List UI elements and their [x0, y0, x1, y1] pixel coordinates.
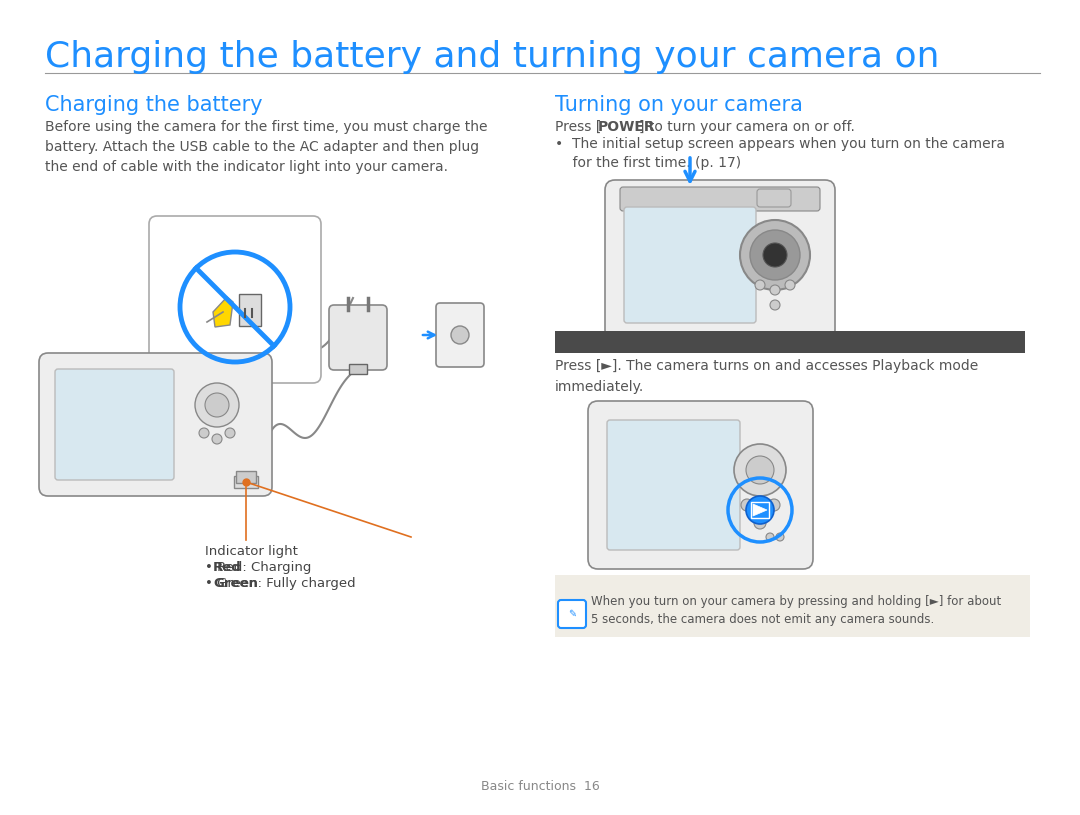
FancyBboxPatch shape	[605, 180, 835, 340]
FancyBboxPatch shape	[620, 187, 820, 211]
Polygon shape	[753, 504, 767, 516]
FancyBboxPatch shape	[757, 189, 791, 207]
Circle shape	[762, 243, 787, 267]
Text: Basic functions  16: Basic functions 16	[481, 780, 599, 793]
Text: Turning on your camera: Turning on your camera	[555, 95, 802, 115]
Circle shape	[770, 285, 780, 295]
Text: • ​Red​: Charging: • ​Red​: Charging	[205, 561, 311, 574]
Circle shape	[785, 280, 795, 290]
FancyBboxPatch shape	[149, 216, 321, 383]
Text: •  The initial setup screen appears when you turn on the camera
    for the firs: • The initial setup screen appears when …	[555, 137, 1005, 170]
Text: Charging the battery: Charging the battery	[45, 95, 262, 115]
FancyBboxPatch shape	[237, 471, 256, 483]
Circle shape	[199, 428, 210, 438]
Text: Turning on your camera in Playback mode: Turning on your camera in Playback mode	[563, 335, 892, 349]
Circle shape	[205, 393, 229, 417]
FancyBboxPatch shape	[329, 305, 387, 370]
Circle shape	[212, 434, 222, 444]
Text: Indicator light: Indicator light	[205, 545, 298, 558]
Polygon shape	[213, 297, 233, 327]
Circle shape	[750, 230, 800, 280]
Text: Before using the camera for the first time, you must charge the
battery. Attach : Before using the camera for the first ti…	[45, 120, 487, 174]
Text: Press [►]. The camera turns on and accesses Playback mode
immediately.: Press [►]. The camera turns on and acces…	[555, 359, 978, 394]
FancyBboxPatch shape	[555, 331, 1025, 353]
Circle shape	[770, 300, 780, 310]
FancyBboxPatch shape	[349, 364, 367, 374]
FancyBboxPatch shape	[239, 294, 261, 326]
Circle shape	[766, 533, 774, 541]
Circle shape	[754, 504, 766, 516]
Text: When you turn on your camera by pressing and holding [►] for about
5 seconds, th: When you turn on your camera by pressing…	[591, 595, 1001, 626]
Text: Red: Red	[213, 561, 242, 574]
FancyBboxPatch shape	[607, 420, 740, 550]
Circle shape	[195, 383, 239, 427]
Circle shape	[740, 220, 810, 290]
Text: Charging the battery and turning your camera on: Charging the battery and turning your ca…	[45, 40, 940, 74]
Circle shape	[734, 444, 786, 496]
Circle shape	[768, 499, 780, 511]
Circle shape	[746, 456, 774, 484]
Text: ] to turn your camera on or off.: ] to turn your camera on or off.	[639, 120, 855, 134]
Circle shape	[746, 496, 774, 524]
FancyBboxPatch shape	[55, 369, 174, 480]
Text: Green: Green	[213, 577, 258, 590]
FancyBboxPatch shape	[558, 600, 586, 628]
FancyBboxPatch shape	[624, 207, 756, 323]
FancyBboxPatch shape	[39, 353, 272, 496]
FancyBboxPatch shape	[588, 401, 813, 569]
FancyBboxPatch shape	[436, 303, 484, 367]
Circle shape	[754, 517, 766, 529]
Circle shape	[755, 280, 765, 290]
Circle shape	[741, 499, 753, 511]
Text: Press [: Press [	[555, 120, 602, 134]
Text: POWER: POWER	[598, 120, 656, 134]
Circle shape	[451, 326, 469, 344]
FancyBboxPatch shape	[555, 575, 1030, 637]
Text: ✎: ✎	[568, 609, 576, 619]
Text: • ​Green​: Fully charged: • ​Green​: Fully charged	[205, 577, 355, 590]
FancyBboxPatch shape	[234, 476, 258, 488]
Circle shape	[225, 428, 235, 438]
Circle shape	[777, 533, 784, 541]
